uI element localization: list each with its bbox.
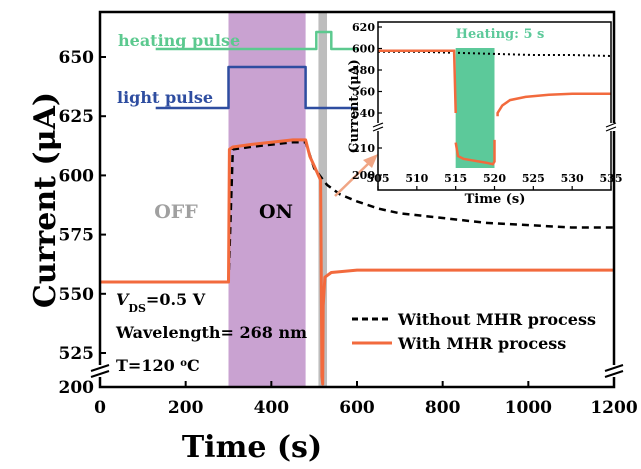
y-tick-label: 650 xyxy=(59,48,95,68)
temp-unit: C xyxy=(187,356,200,375)
inset-break-gap-0 xyxy=(373,123,383,131)
inset-break-mark-0-a xyxy=(372,122,384,128)
inset-break-mark-1-a xyxy=(605,122,617,128)
heating-pulse-label: heating pulse xyxy=(118,31,240,50)
vds-value: =0.5 V xyxy=(146,290,206,309)
inset-x-tick-label: 515 xyxy=(444,172,467,185)
x-tick-label: 200 xyxy=(168,398,204,418)
x-tick-label: 0 xyxy=(94,398,106,418)
inset-y-tick-label: 560 xyxy=(352,86,375,99)
y-tick-label: 525 xyxy=(59,344,95,364)
main-plot xyxy=(100,30,614,386)
inset-chart: 505 510 515 520 525 530 535 200 210 540 560 580 600 6… xyxy=(347,21,622,207)
inset-x-tick-label: 520 xyxy=(483,172,506,185)
light-pulse-label: light pulse xyxy=(117,88,213,107)
x-tick-label: 1000 xyxy=(505,398,552,418)
inset-with-mhr-line-seg0 xyxy=(378,49,457,114)
inset-y-tick-label: 200 xyxy=(352,169,375,182)
inset-y-tick-label: 540 xyxy=(352,107,375,120)
inset-title: Heating: 5 s xyxy=(456,27,545,42)
with-mhr-line xyxy=(100,138,614,386)
y-tick-label: 600 xyxy=(59,166,95,186)
heating-pulse-line xyxy=(155,30,357,51)
inset-x-tick-label: 535 xyxy=(600,172,623,185)
vds-annotation: VDS=0.5 V xyxy=(116,290,206,315)
inset-x-tick-label: 510 xyxy=(405,172,428,185)
legend-label-with-mhr: With MHR process xyxy=(397,334,566,353)
x-tick-label: 1200 xyxy=(590,398,637,418)
light-pulse-line xyxy=(155,65,357,110)
inset-y-tick-label: 210 xyxy=(352,142,375,155)
x-tick-label: 600 xyxy=(339,398,375,418)
temp-degree: o xyxy=(180,358,187,369)
temperature-annotation: T=120 oC xyxy=(116,356,200,375)
without-mhr-line xyxy=(227,140,614,283)
y-tick-label: 200 xyxy=(59,378,95,398)
break-gap-1 xyxy=(605,365,623,377)
x-tick-label: 800 xyxy=(425,398,461,418)
legend-label-without-mhr: Without MHR process xyxy=(397,310,596,329)
inset-break-gap-1 xyxy=(606,123,616,131)
inset-plot xyxy=(378,48,612,168)
x-tick-label: 400 xyxy=(254,398,290,418)
x-axis-label: Time (s) xyxy=(182,430,322,464)
inset-without-mhr-line xyxy=(378,50,612,57)
inset-break-mark-0-b xyxy=(372,126,384,132)
y-axis-label: Current (μA) xyxy=(28,92,63,308)
y-tick-label: 625 xyxy=(59,107,95,127)
inset-x-tick-label: 525 xyxy=(522,172,545,185)
shaded-region-1 xyxy=(318,12,328,387)
break-mark-0-b xyxy=(90,370,110,378)
on-label: ON xyxy=(259,201,293,223)
vds-subscript: DS xyxy=(128,302,146,315)
y-tick-label: 550 xyxy=(59,285,95,305)
inset-pointer-arrow xyxy=(334,161,371,197)
inset-break-mark-1-b xyxy=(605,126,617,132)
break-mark-1-a xyxy=(604,364,624,372)
off-label: OFF xyxy=(154,201,198,223)
temp-prefix: T=120 xyxy=(116,356,180,375)
y-tick-label: 575 xyxy=(59,226,95,246)
inset-y-tick-label: 580 xyxy=(352,64,375,77)
main-axis-break xyxy=(90,364,624,378)
inset-axis-break xyxy=(372,122,617,132)
shaded-region-0 xyxy=(228,12,306,387)
inset-y-tick-label: 600 xyxy=(352,43,375,56)
inset-x-axis-label: Time (s) xyxy=(465,192,526,207)
wavelength-annotation: Wavelength= 268 nm xyxy=(115,323,307,342)
inset-with-mhr-line-seg1 xyxy=(454,139,496,166)
inset-y-tick-label: 620 xyxy=(352,21,375,34)
legend: Without MHR process With MHR process xyxy=(352,310,596,353)
break-gap-0 xyxy=(91,365,109,377)
inset-pointer-arrowhead xyxy=(363,154,378,168)
inset-shaded-region xyxy=(455,48,495,168)
inset-x-tick-label: 530 xyxy=(561,172,584,185)
inset-x-tick-label: 505 xyxy=(367,172,390,185)
inset-with-mhr-line-seg2 xyxy=(496,92,611,117)
break-mark-1-b xyxy=(604,370,624,378)
vds-symbol: V xyxy=(116,290,130,309)
inset-y-axis-label: Current (μA) xyxy=(347,59,362,153)
break-mark-0-a xyxy=(90,364,110,372)
